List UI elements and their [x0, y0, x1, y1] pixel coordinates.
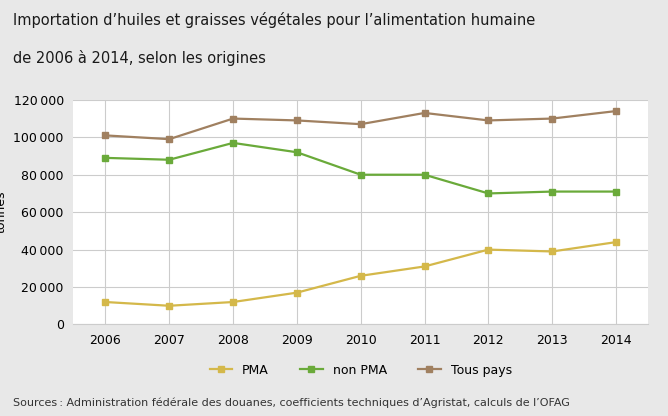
non PMA	[484, 191, 492, 196]
PMA	[421, 264, 429, 269]
Text: Importation d’huiles et graisses végétales pour l’alimentation humaine: Importation d’huiles et graisses végétal…	[13, 12, 536, 28]
PMA	[165, 303, 173, 308]
PMA	[102, 300, 110, 305]
PMA	[612, 240, 620, 245]
Line: Tous pays: Tous pays	[102, 108, 619, 143]
Line: PMA: PMA	[102, 239, 619, 309]
Tous pays	[357, 121, 365, 126]
non PMA	[421, 172, 429, 177]
non PMA	[612, 189, 620, 194]
non PMA	[229, 140, 237, 145]
Tous pays	[421, 110, 429, 115]
non PMA	[102, 155, 110, 160]
PMA	[548, 249, 556, 254]
Tous pays	[229, 116, 237, 121]
PMA	[229, 300, 237, 305]
Line: non PMA: non PMA	[102, 139, 619, 197]
non PMA	[548, 189, 556, 194]
Text: Sources : Administration fédérale des douanes, coefficients techniques d’Agrista: Sources : Administration fédérale des do…	[13, 397, 570, 408]
Tous pays	[165, 136, 173, 141]
PMA	[484, 247, 492, 252]
non PMA	[357, 172, 365, 177]
Text: de 2006 à 2014, selon les origines: de 2006 à 2014, selon les origines	[13, 50, 267, 66]
non PMA	[165, 157, 173, 162]
Tous pays	[293, 118, 301, 123]
Legend: PMA, non PMA, Tous pays: PMA, non PMA, Tous pays	[210, 364, 512, 377]
Tous pays	[102, 133, 110, 138]
Tous pays	[612, 109, 620, 114]
non PMA	[293, 150, 301, 155]
Tous pays	[484, 118, 492, 123]
Tous pays	[548, 116, 556, 121]
PMA	[293, 290, 301, 295]
PMA	[357, 273, 365, 278]
Y-axis label: tonnes: tonnes	[0, 191, 8, 233]
